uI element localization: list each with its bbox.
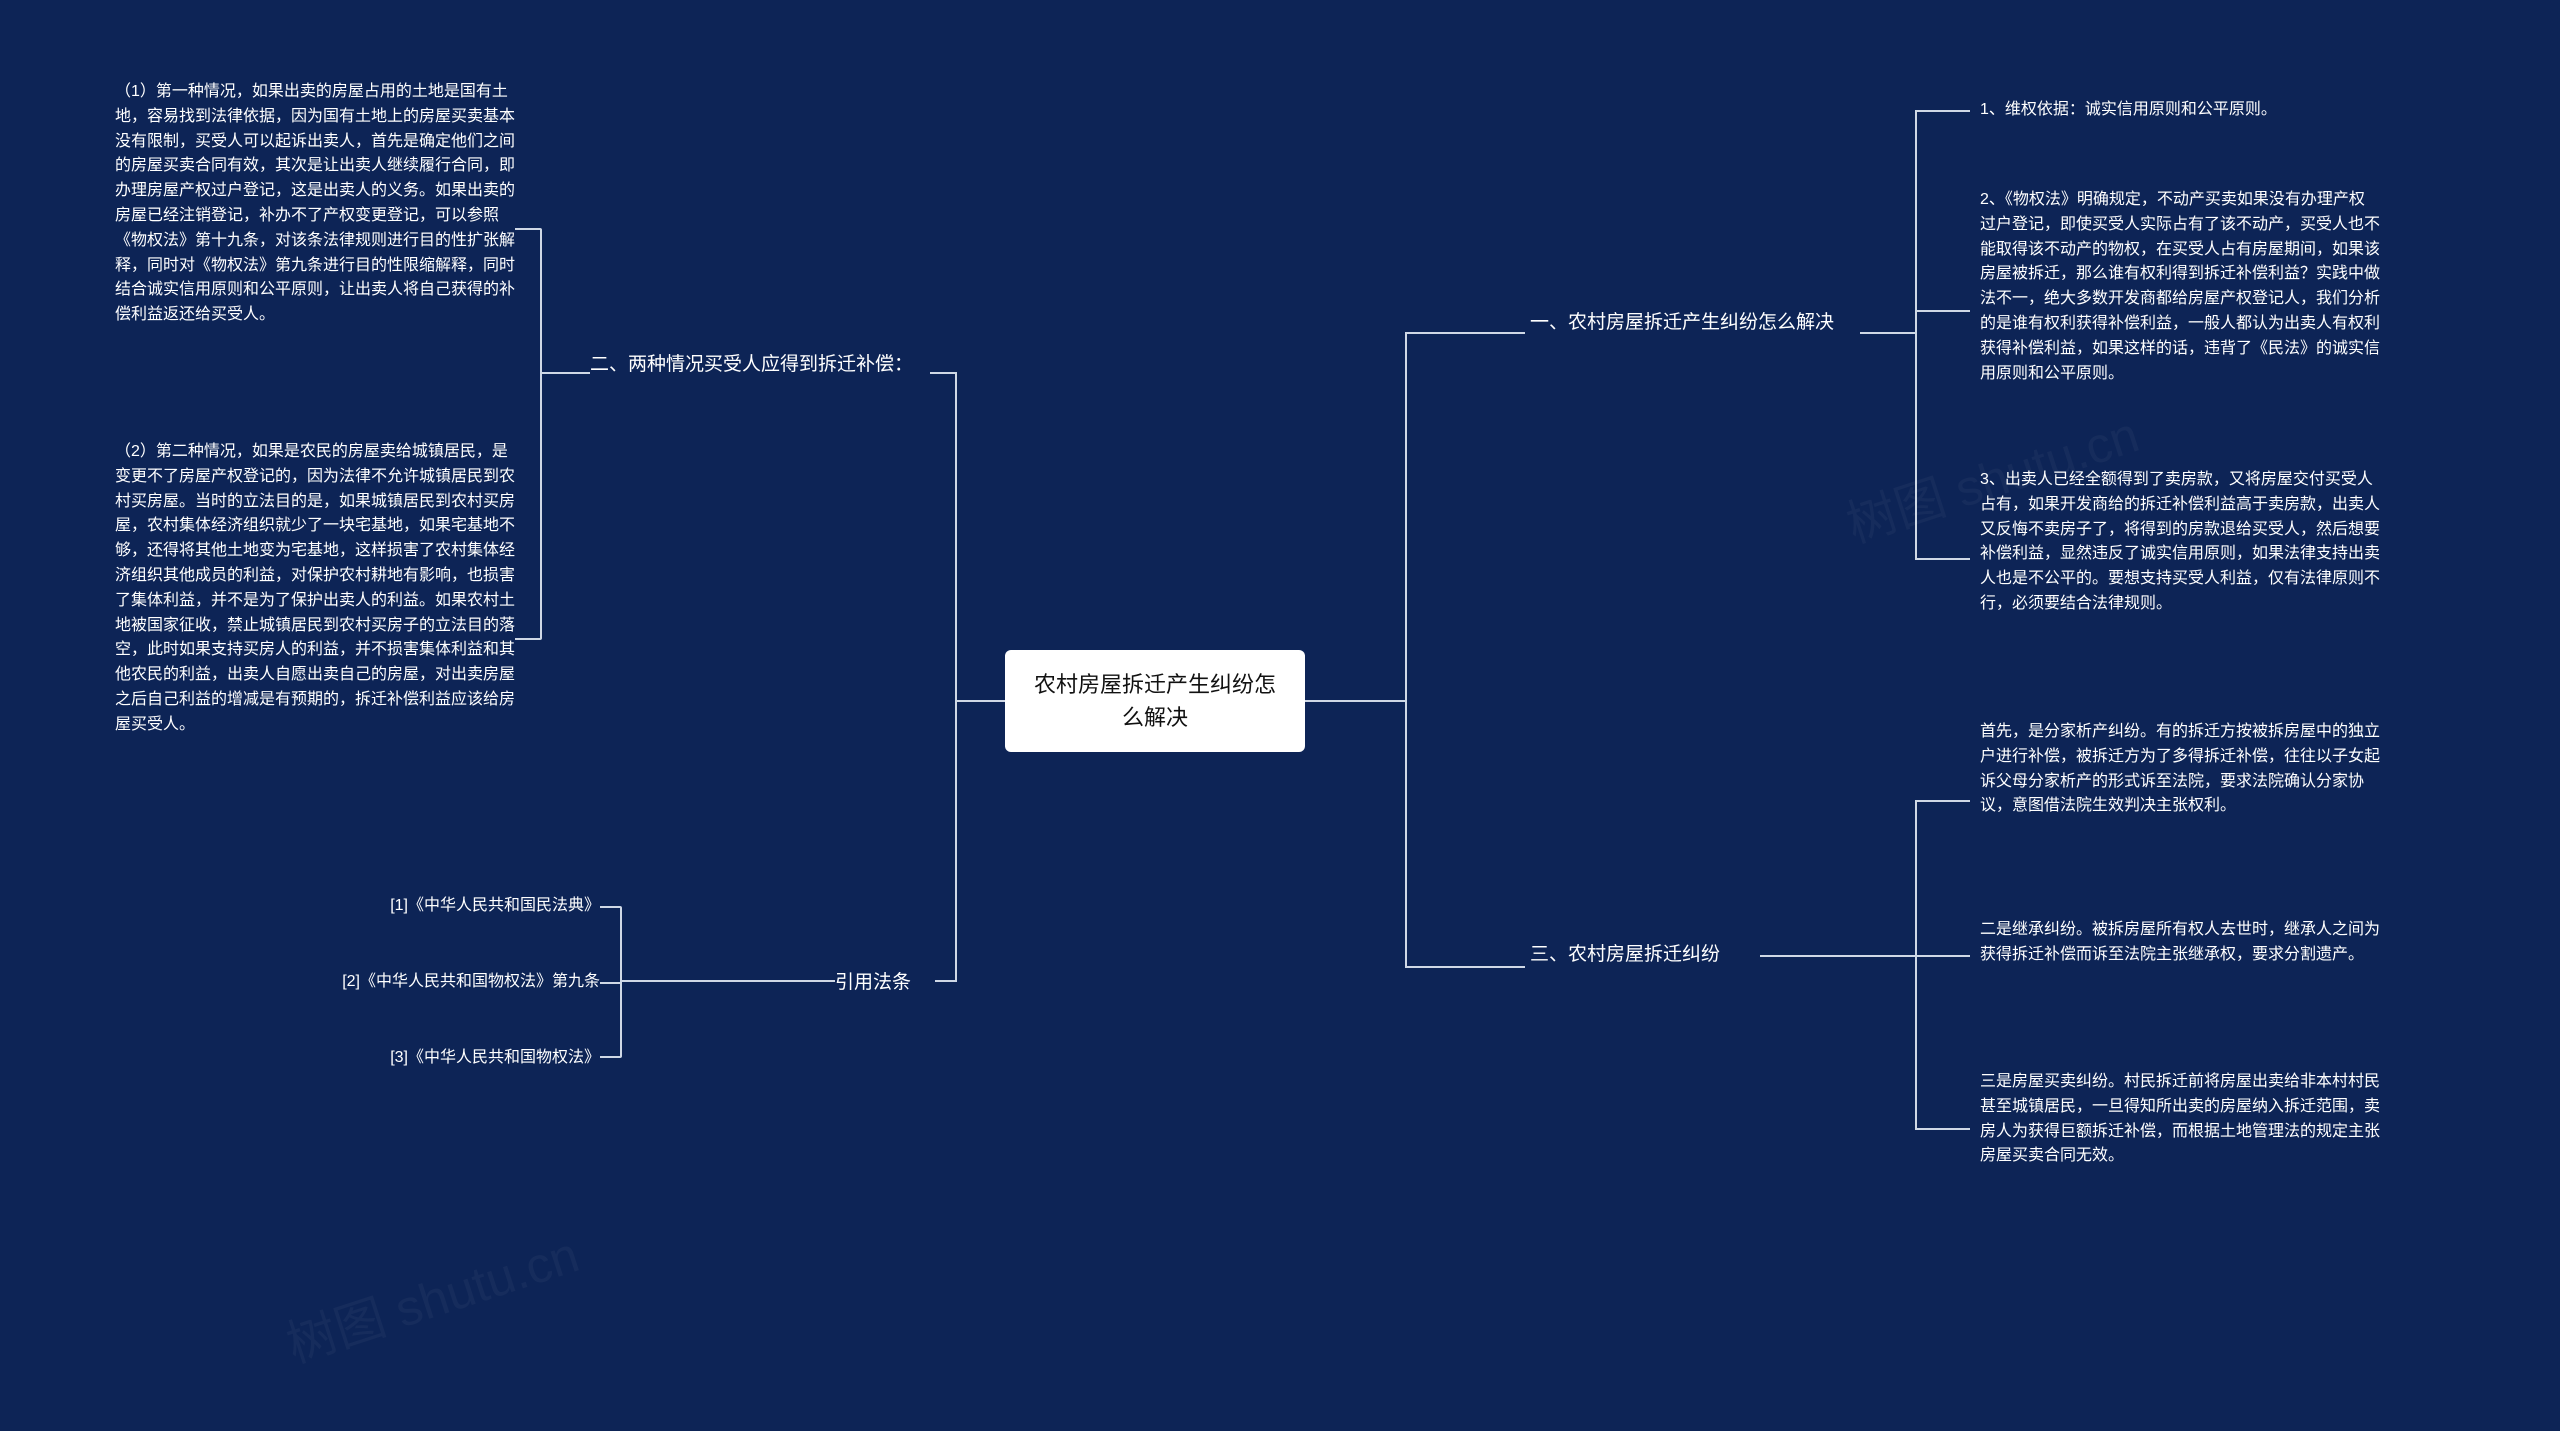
leaf-r2-1: 首先，是分家析产纠纷。有的拆迁方按被拆房屋中的独立户进行补偿，被拆迁方为了多得拆… xyxy=(1980,720,2380,819)
connector xyxy=(620,980,835,982)
connector xyxy=(620,906,622,1058)
connector xyxy=(1405,966,1525,968)
connector xyxy=(515,638,540,640)
connector xyxy=(1860,332,1915,334)
leaf-l2-3: [3]《中华人民共和国物权法》 xyxy=(300,1046,600,1071)
connector xyxy=(1915,110,1917,560)
branch-r2: 三、农村房屋拆迁纠纷 xyxy=(1530,940,1760,969)
connector xyxy=(1405,332,1525,334)
connector xyxy=(1915,955,1970,957)
leaf-l2-2: [2]《中华人民共和国物权法》第九条 xyxy=(242,970,600,995)
leaf-l1-2: （2）第二种情况，如果是农民的房屋卖给城镇居民，是变更不了房屋产权登记的，因为法… xyxy=(115,440,515,738)
connector xyxy=(955,372,957,982)
branch-l2: 引用法条 xyxy=(835,968,935,997)
connector xyxy=(1915,800,1917,1130)
leaf-r2-3: 三是房屋买卖纠纷。村民拆迁前将房屋出卖给非本村村民甚至城镇居民，一旦得知所出卖的… xyxy=(1980,1070,2380,1169)
connector xyxy=(1305,700,1405,702)
branch-r1: 一、农村房屋拆迁产生纠纷怎么解决 xyxy=(1530,308,1860,337)
connector xyxy=(1915,800,1970,802)
connector xyxy=(600,982,620,984)
connector xyxy=(600,906,620,908)
connector xyxy=(955,700,1005,702)
connector xyxy=(1915,1128,1970,1130)
connector xyxy=(1915,558,1970,560)
connector xyxy=(1915,110,1970,112)
leaf-r1-2: 2、《物权法》明确规定，不动产买卖如果没有办理产权过户登记，即使买受人实际占有了… xyxy=(1980,188,2380,386)
mindmap-root: 农村房屋拆迁产生纠纷怎么解决 xyxy=(1005,650,1305,752)
leaf-l1-1: （1）第一种情况，如果出卖的房屋占用的土地是国有土地，容易找到法律依据，因为国有… xyxy=(115,80,515,328)
connector xyxy=(540,372,590,374)
leaf-r2-2: 二是继承纠纷。被拆房屋所有权人去世时，继承人之间为获得拆迁补偿而诉至法院主张继承… xyxy=(1980,918,2380,968)
connector xyxy=(1405,332,1407,968)
leaf-r1-1: 1、维权依据：诚实信用原则和公平原则。 xyxy=(1980,98,2360,123)
watermark: 树图 shutu.cn xyxy=(276,1215,586,1377)
connector xyxy=(600,1056,620,1058)
connector xyxy=(935,980,955,982)
connector xyxy=(540,228,542,640)
connector xyxy=(930,372,955,374)
connector xyxy=(1760,955,1915,957)
leaf-l2-1: [1]《中华人民共和国民法典》 xyxy=(300,894,600,919)
leaf-r1-3: 3、出卖人已经全额得到了卖房款，又将房屋交付买受人占有，如果开发商给的拆迁补偿利… xyxy=(1980,468,2380,617)
branch-l1: 二、两种情况买受人应得到拆迁补偿： xyxy=(590,350,930,379)
connector xyxy=(1915,310,1970,312)
connector xyxy=(515,228,540,230)
